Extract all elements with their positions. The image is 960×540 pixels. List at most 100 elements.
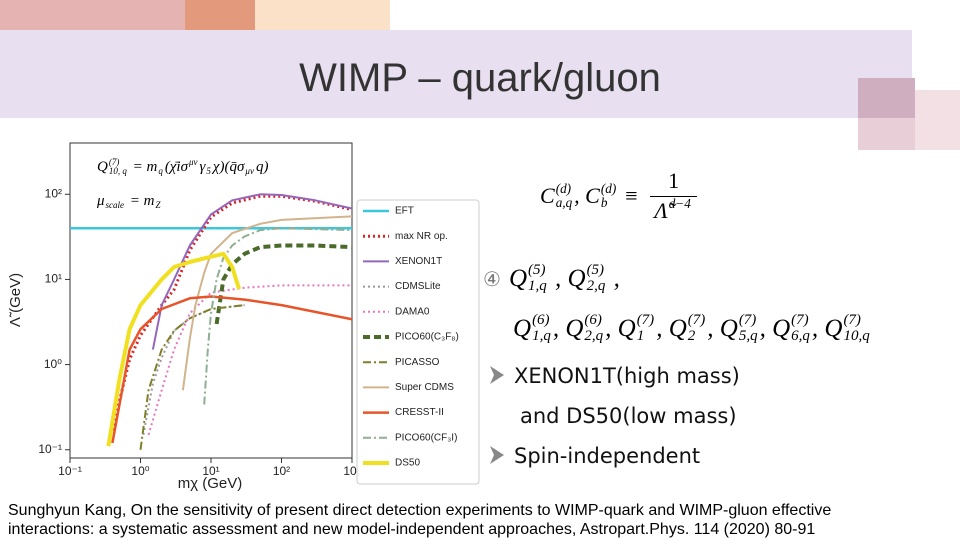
math-sup: (5) [528,262,546,279]
math-sup: (d) [555,181,572,197]
math-sub: q [158,165,163,176]
y-tick-label: 10⁻¹ [38,442,62,456]
math-scripts: μν [188,156,198,176]
bullet-text: and DS50(low mass) [520,404,737,428]
operator-line: Q (6) 1,q, Q (6) 2,q, Q (7) 1, Q (7) 2, Q (7) 5,q,… [483,300,872,358]
math-sub: b [600,195,608,211]
math-gap [189,167,198,176]
legend-label: CDMSLite [395,281,441,292]
math-sub: 2,q [584,328,604,344]
math-scripts: (5) 2,q [586,262,606,295]
math-scripts: Z [156,192,161,210]
math-scripts: d−4 [669,197,691,224]
math-scripts: (7) 6,q [791,312,810,345]
legend-label: EFT [395,206,414,217]
math-text: χ)(q̄σ [212,158,245,175]
math-text: = m [126,192,155,209]
annotation-line: Q (7) 10, q = m q (χ̄iσ μν γ 5 χ)(q̄σ μν q) [97,150,268,184]
math-expression: Q (5) 1,q , Q (5) 2,q , [508,262,620,295]
chart-annotation: Q (7) 10, q = m q (χ̄iσ μν γ 5 χ)(q̄σ μν q) μ scale … [97,150,268,218]
math-sub: 10,q [843,328,870,344]
math-scripts: 5 [206,158,211,176]
math-text: Λ̃ [654,197,668,223]
operators: ④ Q (5) 1,q , Q (5) 2,q , Q (6) 1,q, Q (6) 2,q, Q(… [483,258,872,358]
math-text: , [811,315,825,342]
bullet-text: Spin-independent [514,444,701,468]
series-line [151,193,352,350]
math-scripts: (d) b [601,182,616,210]
math-scripts: (7) 1 [636,312,655,345]
definition: C (d) a,q, C (d) b ≡ 1 Λ̃ d−4 [540,168,698,224]
math-scripts: (5) 1,q [528,262,547,295]
citation-line: Sunghyun Kang, On the sensitivity of pre… [8,502,832,519]
y-axis-label: Λ̃ (GeV) [7,273,24,327]
series-line [214,243,352,325]
y-tick-label: 10¹ [45,272,62,286]
math-text: q) [255,158,269,175]
math-sup: (7) [108,156,120,167]
x-tick-label: 10² [273,464,290,478]
math-text: C [585,183,600,209]
series-line [181,215,352,391]
math-gap [669,211,691,224]
math-text: Q [772,315,791,342]
bullet-arrow [490,446,504,464]
math-expression: Q (6) 1,q, Q (6) 2,q, Q (7) 1, Q (7) 2, Q (7) 5,q,… [513,312,872,345]
math-sup: (7) [636,312,655,329]
math-sub: 5 [206,165,211,176]
decor [915,90,960,150]
math-text: Q [824,315,843,342]
chart: 10⁻¹ 10⁰ 10¹ 10² 10³ 10⁻¹ 10⁰ 10¹ 10² mχ (GeV) Λ̃ … [7,142,480,492]
legend-label: DAMA0 [395,306,430,317]
math-text: Q [508,265,527,292]
math-text: μ [97,192,105,209]
legend-label: PICO60(CF₃I) [395,432,457,443]
math-sub: 1 [636,328,645,344]
math-scripts: scale [106,192,125,210]
math-text: , [605,315,618,342]
series-line [106,251,242,447]
math-sub: 1,q [532,328,551,344]
math-text: , [574,183,586,209]
math-expression: C (d) a,q, C (d) b ≡ [540,182,644,210]
math-sub: 2 [687,328,696,344]
math-text: (χ̄iσ [164,158,188,175]
series-line [111,295,352,444]
math-sup: μν [188,156,198,167]
bullet-arrows [490,366,504,464]
math-scripts: (6) 2,q [584,312,604,345]
math-sub: 2,q [586,278,606,294]
math-sub: μν [245,165,254,176]
x-tick-label: 10¹ [202,464,219,478]
math-text: Q [567,265,586,292]
x-tick-label: 10⁰ [131,464,149,478]
math-sup: (7) [738,312,757,329]
math-text: γ [199,158,206,175]
math-scripts: (7) 10, q [108,156,127,177]
math-text: Q [668,315,687,342]
bullet-arrow [490,366,504,384]
operator-marker: ④ [483,267,501,291]
math-text: ≡ [618,183,645,209]
x-axis-label: mχ (GeV) [178,475,243,492]
math-text: Q [513,315,532,342]
math-text: C [540,183,555,209]
math-expression: Λ̃ d−4 [654,197,692,224]
math-scripts: q [158,158,163,176]
slide-title: WIMP – quark/gluon [299,56,661,100]
math-sub: 6,q [791,328,810,344]
math-sub: 5,q [738,328,758,344]
math-scripts: (d) a,q [556,182,572,210]
legend-label: XENON1T [395,256,442,267]
math-sub: scale [105,199,125,210]
math-text: , [552,315,566,342]
math-scripts: μν [245,158,254,176]
math-sup: (6) [584,312,602,329]
legend-label: PICO60(C₃F₈) [395,332,459,343]
math-text: , [548,265,568,292]
math-sub: Z [155,199,161,210]
math-sup: (6) [532,312,550,329]
